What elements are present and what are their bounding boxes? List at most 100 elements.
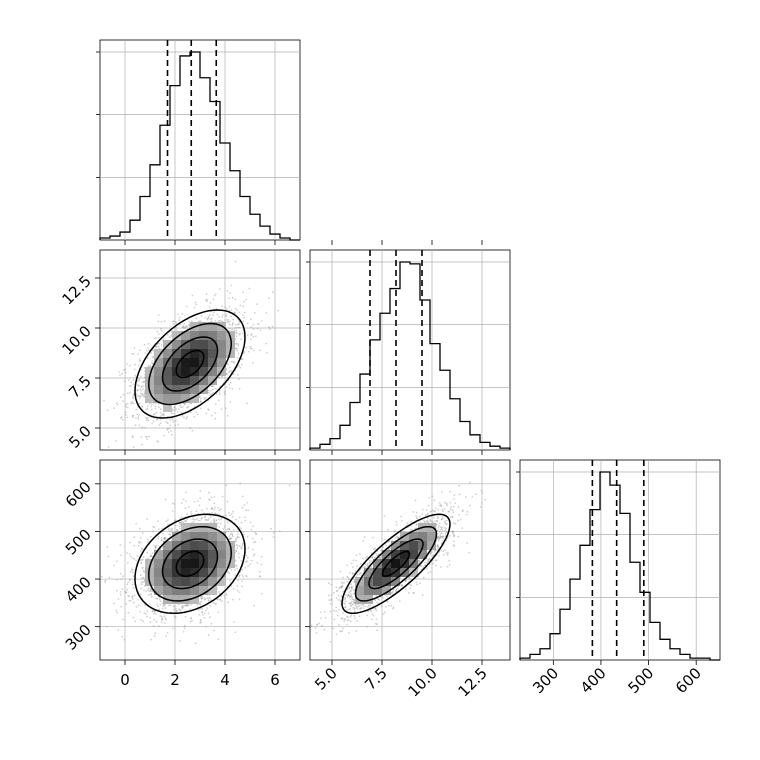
scatter-point (164, 617, 167, 620)
scatter-point (128, 600, 131, 602)
scatter-point (425, 508, 428, 511)
scatter-point (242, 530, 245, 533)
scatter-point (260, 563, 263, 566)
scatter-point (137, 604, 140, 607)
scatter-point (230, 315, 233, 318)
scatter-point (220, 517, 223, 519)
scatter-point (245, 298, 248, 301)
density-cell (154, 577, 163, 586)
density-cell (154, 394, 163, 403)
histogram-3 (519, 471, 720, 661)
scatter-point (238, 387, 241, 390)
scatter-point (182, 326, 184, 329)
scatter-panel-1-3 (99, 459, 301, 661)
scatter-point (344, 618, 347, 620)
scatter-point (147, 587, 150, 590)
scatter-point (165, 635, 168, 637)
hist-panel-1 (96, 39, 301, 241)
scatter-point (153, 612, 155, 615)
scatter-point (270, 527, 273, 530)
scatter-point (439, 534, 441, 536)
scatter-point (340, 630, 342, 633)
scatter-point (221, 375, 223, 378)
scatter-point (185, 417, 188, 420)
scatter-point (200, 621, 202, 624)
scatter-point (207, 634, 210, 637)
scatter-point (108, 576, 111, 579)
scatter-point (249, 347, 252, 350)
scatter-point (219, 522, 222, 525)
scatter-point (132, 383, 135, 385)
scatter-point (157, 440, 159, 443)
scatter-point (203, 597, 206, 599)
density-cell (217, 331, 226, 340)
scatter-point (235, 332, 238, 335)
scatter-point (457, 519, 459, 522)
scatter-point (252, 554, 255, 557)
scatter-point (185, 325, 188, 328)
scatter-point (134, 424, 137, 427)
scatter-point (211, 385, 214, 388)
scatter-point (139, 593, 142, 596)
scatter-point (232, 515, 234, 518)
scatter-point (207, 317, 210, 320)
scatter-point (219, 599, 222, 601)
scatter-point (147, 416, 150, 419)
scatter-point (224, 393, 227, 396)
scatter-point (236, 323, 239, 326)
scatter-point (195, 303, 198, 306)
density-cell (154, 385, 163, 394)
scatter-point (182, 630, 185, 633)
scatter-point (129, 578, 131, 581)
density-cell (172, 385, 181, 394)
scatter-point (132, 353, 135, 355)
scatter-point (210, 599, 212, 601)
scatter-point (253, 604, 256, 607)
scatter-point (238, 526, 241, 528)
scatter-point (178, 521, 181, 524)
scatter-point (189, 411, 192, 414)
scatter-point (217, 518, 220, 520)
scatter-point (415, 516, 418, 519)
scatter-point (169, 335, 172, 338)
scatter-point (124, 368, 127, 371)
scatter-point (237, 356, 239, 359)
scatter-point (154, 632, 157, 635)
scatter-point (242, 332, 244, 335)
scatter-point (197, 609, 200, 612)
scatter-point (157, 406, 160, 408)
scatter-point (214, 602, 217, 605)
scatter-point (159, 411, 162, 414)
scatter-point (199, 619, 202, 622)
scatter-point (143, 392, 146, 394)
scatter-point (278, 530, 281, 533)
panel-content (310, 460, 510, 660)
scatter-point (171, 527, 174, 530)
scatter-point (125, 592, 127, 594)
scatter-point (139, 349, 141, 352)
scatter-point (189, 620, 192, 623)
scatter-point (141, 577, 143, 579)
scatter-point (140, 385, 143, 388)
scatter-point (231, 360, 234, 363)
scatter-point (127, 611, 130, 614)
scatter-point (176, 528, 178, 531)
scatter-point (158, 424, 161, 426)
scatter-point (147, 419, 150, 422)
scatter-point (342, 627, 344, 630)
scatter-point (199, 400, 202, 403)
scatter-point (269, 328, 272, 330)
scatter-point (207, 612, 210, 615)
scatter-point (151, 590, 153, 593)
scatter-point (191, 619, 194, 622)
scatter-point (335, 590, 338, 593)
scatter-point (220, 508, 222, 510)
scatter-point (219, 598, 222, 601)
scatter-point (203, 617, 206, 619)
scatter-point (252, 525, 254, 528)
scatter-point (240, 338, 242, 340)
scatter-point (228, 387, 231, 390)
scatter-point (150, 593, 152, 596)
scatter-point (255, 533, 258, 536)
scatter-point (243, 311, 246, 314)
